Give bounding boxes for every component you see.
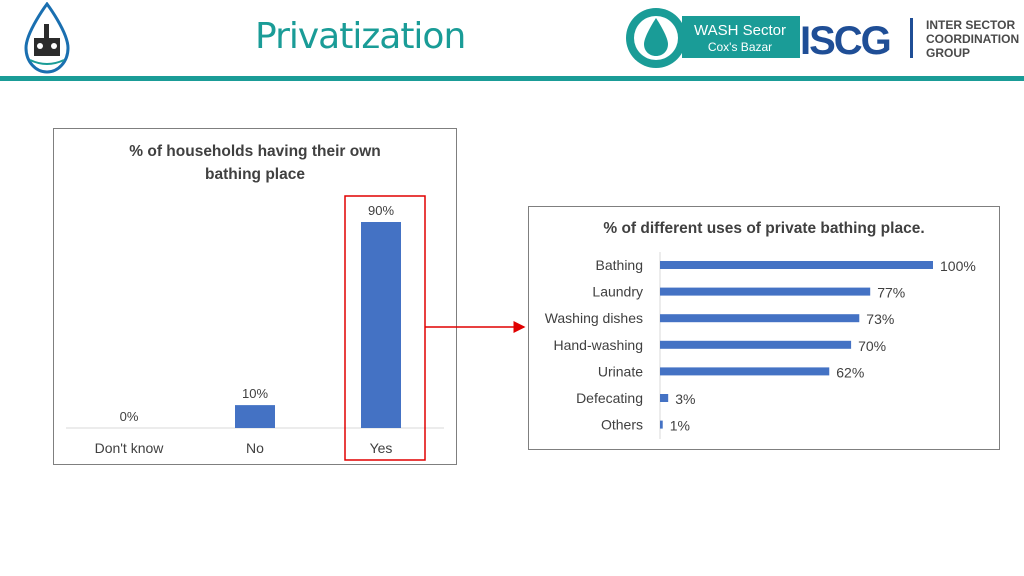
- uses-chart-frame: % of different uses of private bathing p…: [528, 206, 1000, 450]
- bar: [660, 261, 933, 269]
- wash-sector-logo: WASH Sector Cox's Bazar: [626, 8, 800, 68]
- data-label: 90%: [368, 203, 394, 218]
- uses-chart: % of different uses of private bathing p…: [545, 220, 976, 439]
- data-label: 10%: [242, 386, 268, 401]
- chart-title-line: % of households having their own: [129, 143, 380, 160]
- logo-divider: [910, 18, 913, 58]
- iscg-wordmark: ISCG: [800, 19, 890, 60]
- water-drop-icon: [644, 18, 668, 56]
- category-label: Others: [601, 417, 643, 433]
- iscg-text-line: GROUP: [926, 46, 971, 60]
- iscg-text-line: INTER SECTOR: [926, 18, 1016, 32]
- bar: [660, 394, 669, 402]
- households-chart-frame: % of households having their own bathing…: [53, 128, 457, 465]
- category-label: Hand-washing: [554, 337, 644, 353]
- data-label: 77%: [877, 285, 905, 301]
- data-label: 0%: [120, 409, 139, 424]
- category-label: Urinate: [598, 363, 643, 379]
- category-label: Bathing: [596, 257, 643, 273]
- slide-header: Privatization WASH Sector Cox's Bazar IS…: [0, 0, 1024, 78]
- iscg-text: INTER SECTOR COORDINATION GROUP: [926, 18, 1019, 60]
- bar: [660, 340, 852, 349]
- category-label: No: [246, 440, 264, 456]
- highlight-box: [344, 195, 426, 461]
- bar: [361, 222, 401, 428]
- bar: [660, 420, 663, 429]
- data-label: 3%: [675, 391, 695, 407]
- category-label: Yes: [370, 440, 393, 456]
- wash-logo-line1: WASH Sector: [694, 22, 786, 39]
- chart-title: % of different uses of private bathing p…: [603, 220, 924, 237]
- households-chart: % of households having their own bathing…: [66, 143, 444, 461]
- bar: [660, 314, 860, 323]
- bar: [660, 367, 830, 376]
- wash-logo-line2: Cox's Bazar: [708, 40, 772, 54]
- chart-title-line: bathing place: [205, 166, 305, 183]
- page-title: Privatization: [255, 16, 466, 57]
- connector-arrow: [425, 321, 526, 333]
- data-label: 1%: [670, 418, 690, 434]
- data-label: 62%: [836, 364, 864, 380]
- data-label: 70%: [858, 338, 886, 354]
- bar: [235, 405, 275, 428]
- header-rule: [0, 76, 1024, 81]
- bar: [660, 287, 871, 296]
- category-label: Laundry: [592, 284, 643, 300]
- category-label: Washing dishes: [545, 310, 643, 326]
- iscg-text-line: COORDINATION: [926, 32, 1020, 46]
- iscg-logo: ISCG: [800, 19, 892, 60]
- data-label: 100%: [940, 258, 976, 274]
- organization-logo-icon: [24, 2, 70, 74]
- category-label: Defecating: [576, 390, 643, 406]
- data-label: 73%: [866, 311, 894, 327]
- category-label: Don't know: [95, 440, 165, 456]
